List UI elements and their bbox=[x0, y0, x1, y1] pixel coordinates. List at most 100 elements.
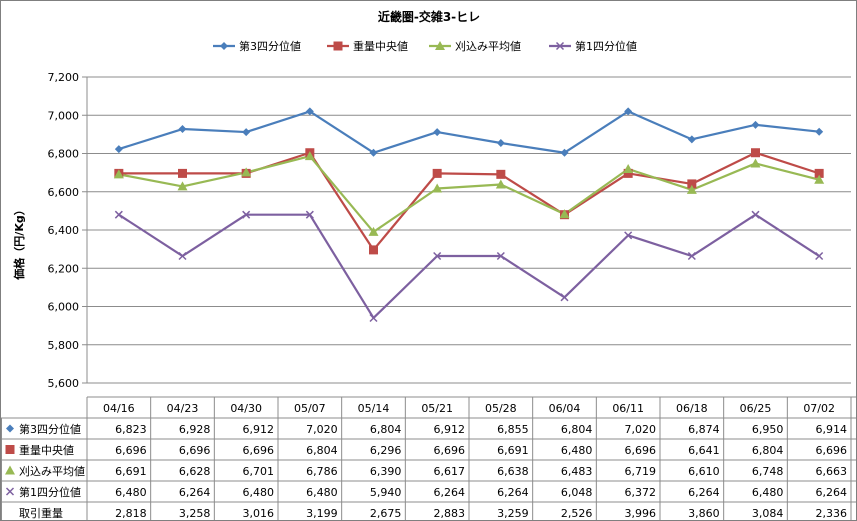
series-layer bbox=[113, 107, 825, 323]
data-label: 2,526 bbox=[561, 507, 593, 520]
data-point bbox=[751, 210, 760, 219]
data-label: 3,860 bbox=[688, 507, 720, 520]
data-label: 7,020 bbox=[306, 423, 338, 436]
data-label: 6,617 bbox=[434, 465, 466, 478]
axes: 7,200 7,000 6,800 6,600 6,400 6,200 6,000 5,800… bbox=[48, 71, 88, 390]
data-label: 3,996 bbox=[625, 507, 657, 520]
x-tick-label: 05/14 bbox=[358, 402, 390, 415]
x-tick-label: 06/11 bbox=[612, 402, 644, 415]
y-tick-label: 6,800 bbox=[48, 148, 80, 161]
data-label: 6,719 bbox=[625, 465, 657, 478]
x-tick-label: 04/23 bbox=[167, 402, 199, 415]
data-label: 6,480 bbox=[115, 486, 147, 499]
data-point bbox=[560, 148, 569, 157]
y-tick-label: 6,600 bbox=[48, 186, 80, 199]
data-point-stroke bbox=[751, 210, 760, 219]
data-point bbox=[333, 41, 343, 51]
data-point bbox=[113, 169, 124, 179]
data-label: 6,480 bbox=[752, 486, 784, 499]
data-point bbox=[751, 120, 760, 129]
table-row-label: 取引重量 bbox=[19, 506, 63, 520]
data-point bbox=[5, 445, 15, 454]
data-point-stroke bbox=[433, 251, 442, 261]
data-label: 6,480 bbox=[306, 486, 338, 499]
data-point bbox=[305, 210, 314, 219]
data-label: 6,264 bbox=[434, 486, 466, 499]
data-label: 3,016 bbox=[243, 507, 275, 520]
data-label: 6,610 bbox=[688, 465, 720, 478]
data-point-stroke bbox=[560, 293, 569, 302]
data-label: 6,855 bbox=[497, 423, 529, 436]
data-point bbox=[815, 251, 824, 261]
data-label: 6,480 bbox=[243, 486, 275, 499]
data-point bbox=[495, 179, 506, 189]
data-label: 6,696 bbox=[625, 444, 657, 457]
legend-entry: 重量中央値 bbox=[353, 39, 408, 53]
data-point bbox=[433, 251, 442, 261]
data-point bbox=[114, 145, 123, 154]
data-point bbox=[560, 293, 569, 302]
y-tick-label: 7,000 bbox=[48, 109, 80, 122]
data-label: 6,804 bbox=[370, 423, 402, 436]
data-point bbox=[435, 41, 445, 50]
data-point bbox=[5, 487, 15, 496]
data-point bbox=[814, 174, 825, 184]
data-label: 2,675 bbox=[370, 507, 402, 520]
data-point bbox=[623, 163, 634, 173]
x-tick-label: 05/21 bbox=[421, 402, 453, 415]
data-label: 6,390 bbox=[370, 465, 402, 478]
data-label: 6,928 bbox=[179, 423, 211, 436]
data-point bbox=[751, 148, 760, 158]
data-point bbox=[496, 138, 505, 147]
data-label: 6,696 bbox=[115, 444, 147, 457]
data-label: 6,874 bbox=[688, 423, 720, 436]
data-label: 6,480 bbox=[561, 444, 593, 457]
data-label: 6,786 bbox=[306, 465, 338, 478]
data-label: 6,912 bbox=[243, 423, 275, 436]
data-label: 6,628 bbox=[179, 465, 211, 478]
data-label: 6,914 bbox=[816, 423, 848, 436]
data-point-stroke bbox=[5, 487, 15, 496]
y-axis-label: 価格（円/Kg） bbox=[12, 204, 26, 280]
data-point bbox=[750, 158, 761, 168]
data-label: 6,804 bbox=[306, 444, 338, 457]
series-line bbox=[118, 155, 820, 234]
data-label: 6,048 bbox=[561, 486, 593, 499]
legend-entry: 第1四分位値 bbox=[575, 39, 637, 53]
data-point bbox=[496, 251, 505, 261]
y-tick-label: 5,600 bbox=[48, 377, 80, 390]
data-label: 6,483 bbox=[561, 465, 593, 478]
data-label: 6,264 bbox=[179, 486, 211, 499]
data-point bbox=[114, 210, 123, 219]
data-table: 04/16 04/23 04/30 05/07 05/14 05/21 05/28 06/04… bbox=[1, 396, 856, 520]
data-point bbox=[559, 209, 570, 219]
data-point bbox=[305, 107, 314, 116]
data-label: 6,663 bbox=[816, 465, 848, 478]
x-tick-label: 05/28 bbox=[485, 402, 517, 415]
data-point bbox=[623, 168, 633, 178]
data-label: 3,084 bbox=[752, 507, 784, 520]
x-tick-label: 07/02 bbox=[803, 402, 835, 415]
data-label: 6,696 bbox=[816, 444, 848, 457]
data-label: 6,296 bbox=[370, 444, 402, 457]
table-row-label: 第3四分位値 bbox=[19, 422, 81, 436]
data-point-stroke bbox=[624, 231, 633, 240]
data-point-stroke bbox=[114, 210, 123, 219]
data-label: 6,696 bbox=[179, 444, 211, 457]
x-tick-label: 06/04 bbox=[549, 402, 581, 415]
data-point bbox=[432, 168, 442, 178]
legend-entry: 第3四分位値 bbox=[239, 39, 301, 53]
data-label: 6,691 bbox=[497, 444, 529, 457]
y-tick-label: 6,200 bbox=[48, 262, 80, 275]
data-point-stroke bbox=[687, 251, 696, 261]
data-label: 7,020 bbox=[625, 423, 657, 436]
data-label: 2,818 bbox=[115, 507, 147, 520]
data-point bbox=[178, 125, 187, 134]
data-label: 6,804 bbox=[752, 444, 784, 457]
data-point bbox=[242, 210, 251, 219]
data-label: 2,336 bbox=[816, 507, 848, 520]
data-label: 6,950 bbox=[752, 423, 784, 436]
data-point bbox=[433, 128, 442, 137]
data-label: 6,696 bbox=[434, 444, 466, 457]
data-point-stroke bbox=[496, 251, 505, 261]
